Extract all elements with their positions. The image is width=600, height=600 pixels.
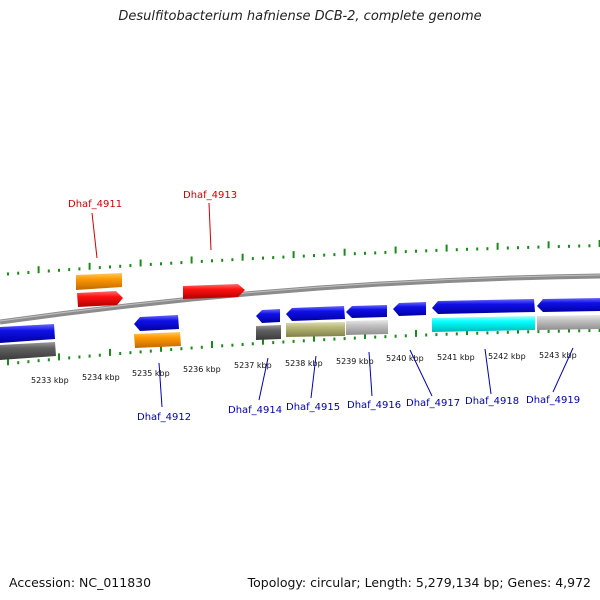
callout-dhaf-4914 [258,357,269,401]
gene-feature-dhaf-4916-gray[interactable] [346,320,388,335]
scale-label: 5233 kbp [31,376,69,385]
callout-dhaf-4918 [484,348,492,395]
gene-label-dhaf-4912[interactable]: Dhaf_4912 [137,412,191,423]
gene-feature-dhaf-4911[interactable] [77,291,123,307]
gene-label-dhaf-4918[interactable]: Dhaf_4918 [465,396,519,407]
gene-feature-dhaf-4911-orange[interactable] [76,273,122,290]
scale-label: 5238 kbp [285,359,323,368]
callout-dhaf-4919 [552,347,574,393]
gene-feature-dhaf-4918-cyan[interactable] [432,316,535,332]
scale-label: 5243 kbp [539,351,577,360]
gene-label-dhaf-4911[interactable]: Dhaf_4911 [68,199,122,210]
gene-feature-dhaf-4913[interactable] [183,284,245,299]
callout-lines [91,202,574,408]
gene-feature-dhaf-4919-gray[interactable] [537,315,600,330]
callout-dhaf-4916 [368,351,373,397]
callout-dhaf-4911 [91,212,98,259]
gene-feature-dhaf-4919[interactable] [537,298,600,312]
gene-feature-dhaf-4914-gray[interactable] [256,325,281,340]
scale-label: 5235 kbp [132,369,170,378]
gene-feature-dhaf-4915[interactable] [286,306,345,321]
callout-dhaf-4917 [409,349,433,397]
gene-label-dhaf-4914[interactable]: Dhaf_4914 [228,405,282,416]
scale-label: 5239 kbp [336,357,374,366]
gene-feature-dhaf-4914[interactable] [256,309,280,323]
map-title: Desulfitobacterium hafniense DCB-2, comp… [118,9,482,24]
inner-scale-ticks [7,325,600,366]
forward-strand-features [76,273,245,307]
scale-label: 5241 kbp [437,353,475,362]
genome-backbone [0,273,600,325]
scale-label: 5242 kbp [488,352,526,361]
callout-dhaf-4915 [310,355,317,399]
gene-feature-dhaf-4912[interactable] [134,315,179,331]
outer-scale-ticks [7,240,600,276]
gene-label-dhaf-4919[interactable]: Dhaf_4919 [526,395,580,406]
scale-labels: 5233 kbp 5234 kbp 5235 kbp 5236 kbp 5237… [31,351,577,385]
accession-text: Accession: NC_011830 [9,575,152,590]
gene-label-dhaf-4913[interactable]: Dhaf_4913 [183,190,237,201]
scale-label: 5240 kbp [386,354,424,363]
genome-backbone-highlight [0,274,600,322]
genome-summary-text: Topology: circular; Length: 5,279,134 bp… [247,575,591,590]
gene-feature-dhaf-4916[interactable] [346,305,387,318]
gene-feature-left-blue[interactable] [0,324,55,343]
gene-label-dhaf-4915[interactable]: Dhaf_4915 [286,402,340,413]
gene-feature-dhaf-4918[interactable] [432,299,535,314]
scale-label: 5236 kbp [183,365,221,374]
gene-feature-dhaf-4912-orange[interactable] [134,332,181,348]
reverse-strand-features [0,298,600,360]
gene-labels: Dhaf_4911 Dhaf_4913 Dhaf_4912 Dhaf_4914 … [68,190,580,423]
gene-label-dhaf-4916[interactable]: Dhaf_4916 [347,400,401,411]
callout-dhaf-4912 [158,362,163,408]
gene-feature-dhaf-4915-olive[interactable] [286,322,345,337]
gene-feature-dhaf-4917[interactable] [393,302,426,316]
gene-label-dhaf-4917[interactable]: Dhaf_4917 [406,398,460,409]
gene-feature-left-gray[interactable] [0,342,56,360]
scale-label: 5234 kbp [82,373,120,382]
callout-dhaf-4913 [208,202,212,251]
scale-label: 5237 kbp [234,361,272,370]
